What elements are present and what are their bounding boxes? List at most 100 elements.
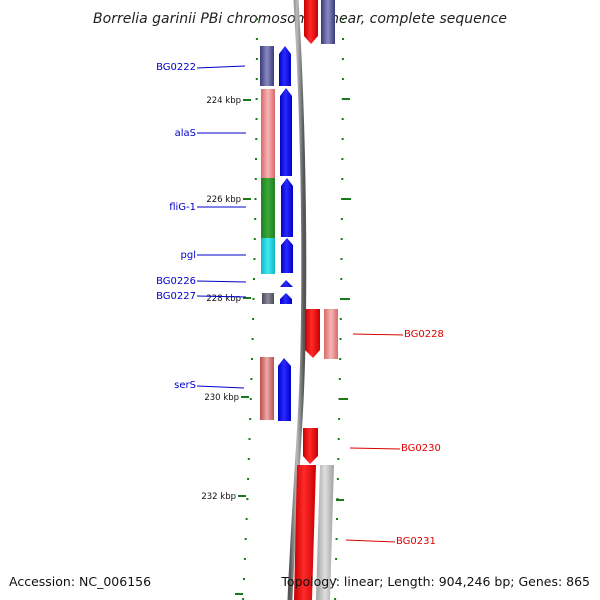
gene-label-bg0228[interactable]: BG0228 — [404, 329, 444, 340]
feature-box-pink — [324, 309, 338, 359]
tick-dot — [340, 278, 343, 280]
tick-dot — [249, 418, 252, 420]
tick-dot — [242, 598, 245, 600]
feature-box-pink — [260, 357, 274, 420]
tick-dot — [254, 198, 257, 200]
tick-dot — [335, 538, 338, 540]
tick-dot — [340, 238, 343, 240]
gene-labels-left: BG0222 alaS fliG-1 pgl BG0226 BG0227 ser… — [156, 62, 247, 391]
leader-line — [196, 295, 247, 298]
summary-text: Topology: linear; Length: 904,246 bp; Ge… — [280, 574, 590, 589]
gene-arrow-forward[interactable] — [280, 293, 292, 304]
tick-dot — [250, 378, 253, 380]
gene-label-sers[interactable]: serS — [174, 380, 196, 391]
gene-arrow-forward[interactable] — [280, 88, 292, 176]
gene-label-flig-1[interactable]: fliG-1 — [169, 202, 196, 213]
gene-label-bg0230[interactable]: BG0230 — [401, 443, 441, 454]
tick-dot — [338, 378, 341, 380]
feature-box-lightgray — [316, 465, 334, 600]
tick-dot — [255, 38, 258, 40]
tick-dot — [335, 558, 338, 560]
feature-box-cyan — [261, 238, 275, 274]
tick-dot — [341, 58, 344, 60]
gene-label-bg0231[interactable]: BG0231 — [396, 536, 436, 547]
gene-arrow-forward[interactable] — [278, 358, 291, 421]
gene-label-bg0227[interactable]: BG0227 — [156, 291, 196, 302]
tick-dot — [338, 398, 341, 400]
gene-labels-right: BG0228 BG0230 BG0231 — [345, 329, 444, 547]
tick-dot — [247, 458, 250, 460]
tick-label: 230 kbp — [204, 393, 239, 403]
tick-dot — [255, 118, 258, 120]
gene-label-pgl[interactable]: pgl — [181, 250, 196, 261]
leader-line — [352, 333, 404, 336]
tick-dot — [338, 418, 341, 420]
tick-dot — [246, 498, 249, 500]
tick-label: 224 kbp — [206, 96, 241, 106]
gene-label-bg0222[interactable]: BG0222 — [156, 62, 196, 73]
tick-dot — [336, 518, 338, 520]
tick-dot — [341, 158, 344, 160]
leader-line — [196, 65, 246, 69]
arrow-reverse-top — [304, 0, 318, 44]
tick-dot — [255, 78, 258, 80]
feature-box-green — [261, 178, 275, 238]
gene-arrow-forward[interactable] — [281, 178, 293, 237]
gene-label-bg0226[interactable]: BG0226 — [156, 276, 196, 287]
gene-arrow-reverse[interactable] — [305, 309, 320, 358]
leader-line — [345, 539, 396, 543]
tick-dot — [245, 518, 248, 520]
tick-dot — [340, 298, 342, 300]
leader-line — [196, 385, 245, 389]
tick-dots — [242, 18, 344, 600]
gene-arrow-forward[interactable] — [279, 46, 291, 86]
gene-arrow-forward[interactable] — [280, 280, 293, 287]
tick-dot — [255, 158, 257, 160]
tick-dot — [253, 238, 256, 240]
tick-dot — [243, 578, 245, 580]
gene-label-alas[interactable]: alaS — [175, 128, 196, 139]
tick-dot — [341, 78, 344, 80]
tick-dot — [334, 578, 337, 580]
feature-top-slate — [321, 0, 335, 44]
tick-dot — [243, 558, 246, 560]
tick-dot — [249, 398, 252, 400]
tick-dot — [255, 98, 258, 100]
tick-dot — [334, 598, 337, 600]
gene-arrow-reverse[interactable] — [294, 465, 316, 600]
tick-dots-left — [242, 18, 258, 600]
feature-box-slate — [260, 46, 274, 86]
tick-dot — [251, 338, 254, 340]
gene-arrow-reverse[interactable] — [303, 428, 318, 464]
tick-dot — [255, 58, 258, 60]
feature-box-gray — [262, 293, 274, 304]
tick-dot — [254, 218, 257, 220]
tick-dot — [337, 458, 340, 460]
tick-dot — [340, 218, 343, 220]
tick-dot — [342, 18, 344, 20]
tick-dot — [256, 18, 258, 20]
tick-dot — [252, 298, 255, 300]
tick-dot — [341, 198, 344, 200]
tick-dot — [339, 358, 342, 360]
tick-dot — [341, 178, 344, 180]
chromosome-backbone — [287, 0, 307, 600]
tick-dot — [337, 438, 340, 440]
tick-label-group: 224 kbp 226 kbp 228 kbp 230 kbp 232 kbp — [201, 96, 351, 595]
tick-label: 228 kbp — [206, 294, 241, 304]
tick-dot — [339, 318, 342, 320]
tick-dot — [252, 318, 255, 320]
map-title: Borrelia garinii PBi chromosome linear, … — [93, 11, 507, 27]
tick-dot — [253, 258, 256, 260]
gene-arrow-forward[interactable] — [281, 238, 293, 273]
tick-dot — [340, 258, 343, 260]
feature-box-pink — [261, 89, 275, 178]
tick-dot — [342, 38, 344, 40]
tick-dot — [341, 138, 344, 140]
tick-dot — [253, 278, 255, 280]
tick-label: 232 kbp — [201, 492, 236, 502]
tick-dot — [247, 478, 250, 480]
tick-dot — [336, 478, 339, 480]
tick-label: 226 kbp — [206, 195, 241, 205]
